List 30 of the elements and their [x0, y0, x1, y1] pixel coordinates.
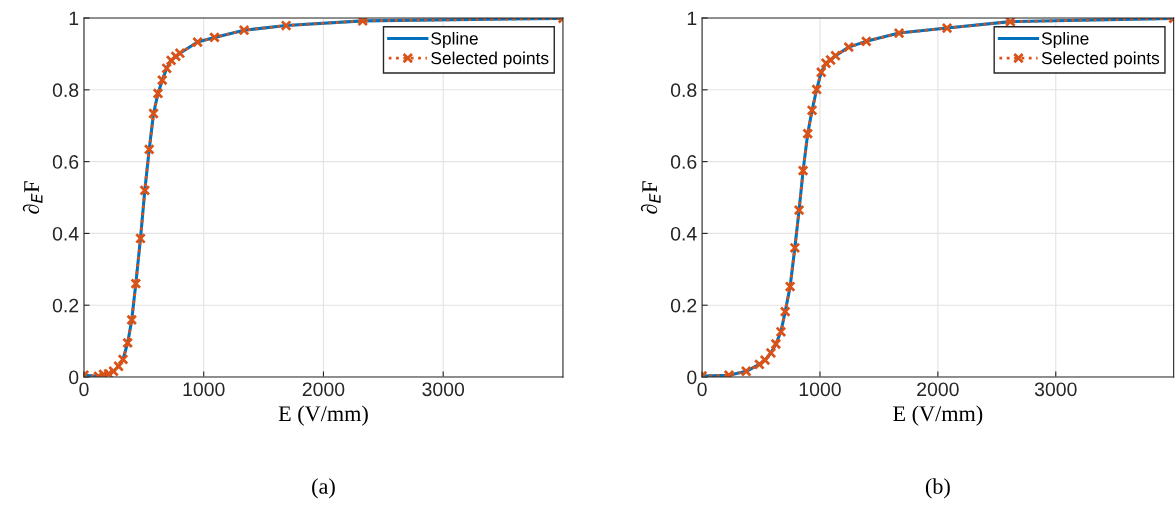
- y-tick-label: 0.4: [670, 226, 697, 241]
- y-tick-label: 0.8: [52, 83, 79, 98]
- y-tick-label: 0.6: [52, 155, 79, 169]
- legend-label: Spline: [431, 31, 478, 49]
- y-axis-title: ∂$_{E}$F: [640, 181, 661, 214]
- x-tick-label: 3000: [1034, 382, 1077, 397]
- text: (a): [312, 478, 335, 499]
- y-tick-label: 0.2: [670, 298, 697, 313]
- x-tick-label: 0: [697, 382, 707, 397]
- x-tick-label: 1000: [799, 382, 841, 397]
- y-tick-label: 0.2: [52, 298, 79, 313]
- legend-label: Selected points: [431, 51, 549, 68]
- x-tick-label: 2000: [917, 382, 959, 397]
- y-axis-title: ∂$_{E}$F: [22, 181, 43, 214]
- x-tick-label: 1000: [183, 382, 225, 397]
- y-tick-label: 1: [69, 11, 79, 26]
- x-axis-title: E (V/mm): [278, 405, 368, 426]
- text: (b): [925, 478, 950, 499]
- y-tick-label: 0.8: [670, 83, 697, 98]
- y-tick-label: 0: [69, 370, 79, 385]
- y-tick-label: 0.4: [52, 226, 79, 241]
- legend-label: Selected points: [1041, 51, 1160, 68]
- y-tick-label: 0.6: [670, 155, 697, 169]
- x-tick-label: 2000: [302, 382, 345, 397]
- y-tick-label: 1: [687, 11, 697, 26]
- y-tick-label: 0: [687, 370, 697, 385]
- legend-label: Spline: [1041, 31, 1089, 49]
- x-axis-title: E (V/mm): [893, 405, 983, 426]
- x-tick-label: 3000: [422, 382, 465, 397]
- x-tick-label: 0: [79, 382, 89, 397]
